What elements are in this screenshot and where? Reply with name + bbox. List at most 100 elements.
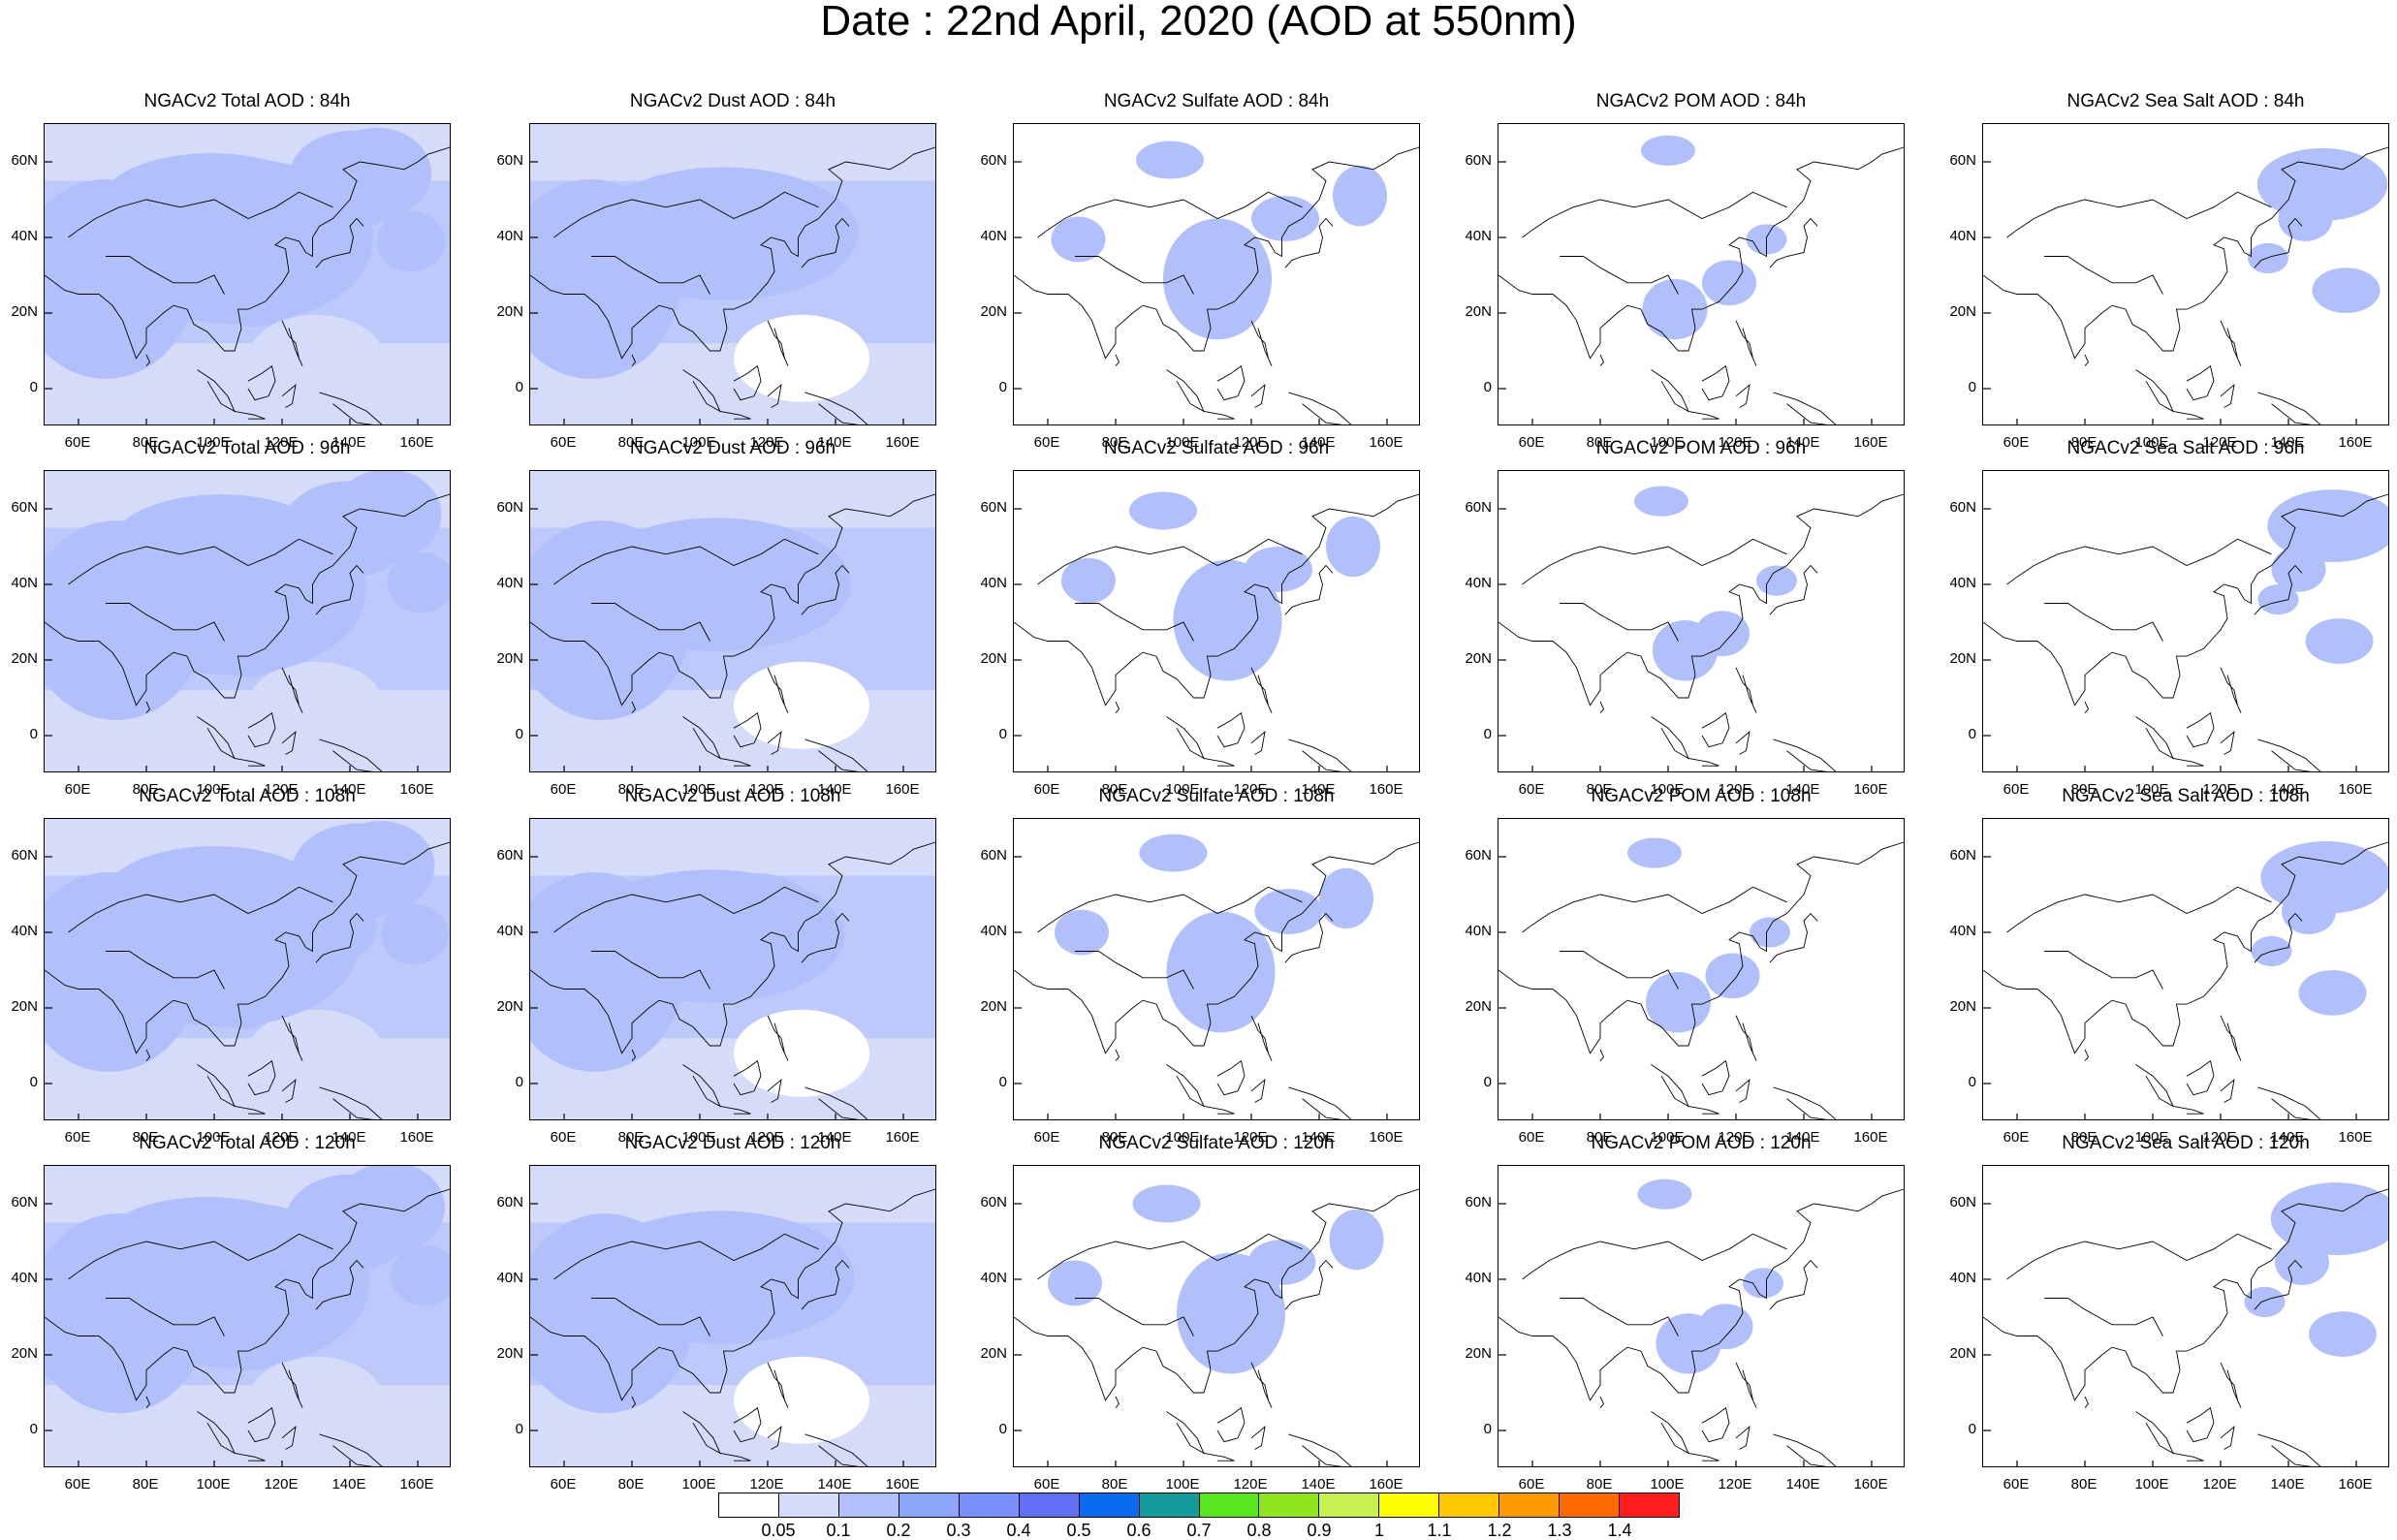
panel-title: NGACv2 Dust AOD : 84h <box>629 91 836 111</box>
lat-tick-label: 60N <box>1465 847 1492 864</box>
coastline <box>801 564 850 615</box>
lon-tick-label: 60E <box>2003 1476 2030 1493</box>
coastline <box>1735 730 1750 755</box>
lon-tick-label: 160E <box>1853 434 1888 451</box>
lat-tick-label: 40N <box>496 575 523 591</box>
coastline <box>281 320 303 366</box>
coastline <box>1701 1059 1730 1096</box>
lat-tick-label: 60N <box>496 847 523 864</box>
lon-tick-label: 120E <box>749 781 784 798</box>
lon-tick-label: 80E <box>1586 434 1613 451</box>
panel-title: NGACv2 Total AOD : 120h <box>139 1133 356 1153</box>
lon-tick-label: 160E <box>1853 1129 1888 1146</box>
coastline <box>767 1425 782 1450</box>
colorbar-cell <box>1019 1493 1080 1517</box>
coastline <box>733 364 762 401</box>
map-panel-sulfate-108h <box>1013 818 1420 1120</box>
coastline <box>145 1396 151 1408</box>
colorbar-cell <box>838 1493 899 1517</box>
coastline <box>2186 1059 2215 1096</box>
lon-tick-label: 100E <box>681 1129 716 1146</box>
coastline <box>1522 1233 1787 1280</box>
aod-field <box>1014 1184 1419 1466</box>
lon-tick-label: 140E <box>331 434 366 451</box>
lon-tick-label: 100E <box>681 781 716 798</box>
colorbar-label: 0.5 <box>1066 1521 1091 1540</box>
lon-tick-label: 140E <box>331 1129 366 1146</box>
coastline <box>1651 1411 1689 1455</box>
coastline <box>2044 1298 2163 1336</box>
coastline <box>2220 1362 2242 1408</box>
coastline <box>2006 1233 2272 1280</box>
lon-tick-label: 140E <box>1785 1476 1820 1493</box>
colorbar-label: 0.4 <box>1006 1521 1031 1540</box>
lon-tick-label: 120E <box>1718 1129 1752 1146</box>
lon-tick-label: 160E <box>1369 434 1404 451</box>
lat-tick-label: 40N <box>496 1270 523 1286</box>
lat-tick-label: 60N <box>496 1194 523 1210</box>
lon-tick-label: 100E <box>2134 781 2169 798</box>
coastline <box>553 191 819 238</box>
coastline <box>1773 1433 1837 1466</box>
colorbar-label: 0.05 <box>761 1521 796 1540</box>
panel-title: NGACv2 POM AOD : 96h <box>1595 438 1807 458</box>
lon-tick-label: 140E <box>331 781 366 798</box>
coastline <box>1983 493 2388 707</box>
lon-tick-label: 120E <box>749 1129 784 1146</box>
aod-field <box>1014 491 1419 771</box>
coastline <box>1203 410 1235 420</box>
coastline <box>197 369 236 413</box>
coastline <box>2257 1086 2321 1119</box>
lat-tick-label: 20N <box>496 998 523 1015</box>
coastline <box>1288 1433 1352 1466</box>
lat-tick-label: 0 <box>515 726 523 742</box>
coastline <box>1288 392 1352 424</box>
panel-title: NGACv2 Sulfate AOD : 120h <box>1098 1133 1335 1153</box>
coastline <box>1284 564 1334 615</box>
lat-tick-label: 0 <box>1483 379 1492 395</box>
coastline <box>631 701 637 713</box>
lon-tick-label: 60E <box>550 1476 577 1493</box>
coastline <box>801 217 850 268</box>
aod-field <box>1983 1182 2388 1466</box>
coastline <box>234 1452 266 1461</box>
lat-tick-label: 40N <box>1465 1270 1492 1286</box>
coastline <box>1701 711 1730 748</box>
panel-title: NGACv2 Sea Salt AOD : 96h <box>2066 438 2305 458</box>
aod-field <box>1498 486 1904 771</box>
coastline <box>1166 716 1205 760</box>
coastline <box>1284 217 1334 268</box>
coastline <box>1651 1064 1689 1108</box>
lat-tick-label: 40N <box>980 228 1007 244</box>
coastline <box>767 383 782 408</box>
coastline <box>719 1105 751 1115</box>
coastline <box>2084 701 2090 713</box>
coastline <box>1522 538 1787 585</box>
lon-tick-label: 100E <box>2134 1476 2169 1493</box>
lon-tick-label: 120E <box>1233 1476 1268 1493</box>
colorbar-label: 0.9 <box>1307 1521 1332 1540</box>
coastline <box>1075 603 1194 642</box>
lon-tick-label: 100E <box>1650 434 1685 451</box>
coastline <box>719 1452 751 1461</box>
coastline <box>2135 1064 2174 1108</box>
lon-tick-label: 60E <box>1033 434 1060 451</box>
coastline <box>106 256 225 295</box>
coastline <box>1599 1049 1605 1061</box>
lon-tick-label: 140E <box>817 434 852 451</box>
lat-tick-label: 20N <box>1949 650 1976 667</box>
lon-tick-label: 100E <box>196 1476 231 1493</box>
lon-tick-label: 120E <box>2202 1476 2237 1493</box>
lon-tick-label: 140E <box>817 781 852 798</box>
lon-tick-label: 80E <box>132 781 159 798</box>
lon-tick-label: 140E <box>1301 1476 1336 1493</box>
aod-field <box>530 819 935 1119</box>
coastline <box>591 951 710 990</box>
aod-field <box>45 819 450 1119</box>
map-panel-seasalt-96h <box>1982 470 2389 772</box>
map-panel-sulfate-120h <box>1013 1165 1420 1467</box>
coastline <box>2135 369 2174 413</box>
coastline <box>2257 1433 2321 1466</box>
lat-tick-label: 20N <box>496 650 523 667</box>
lon-tick-label: 100E <box>1650 1129 1685 1146</box>
